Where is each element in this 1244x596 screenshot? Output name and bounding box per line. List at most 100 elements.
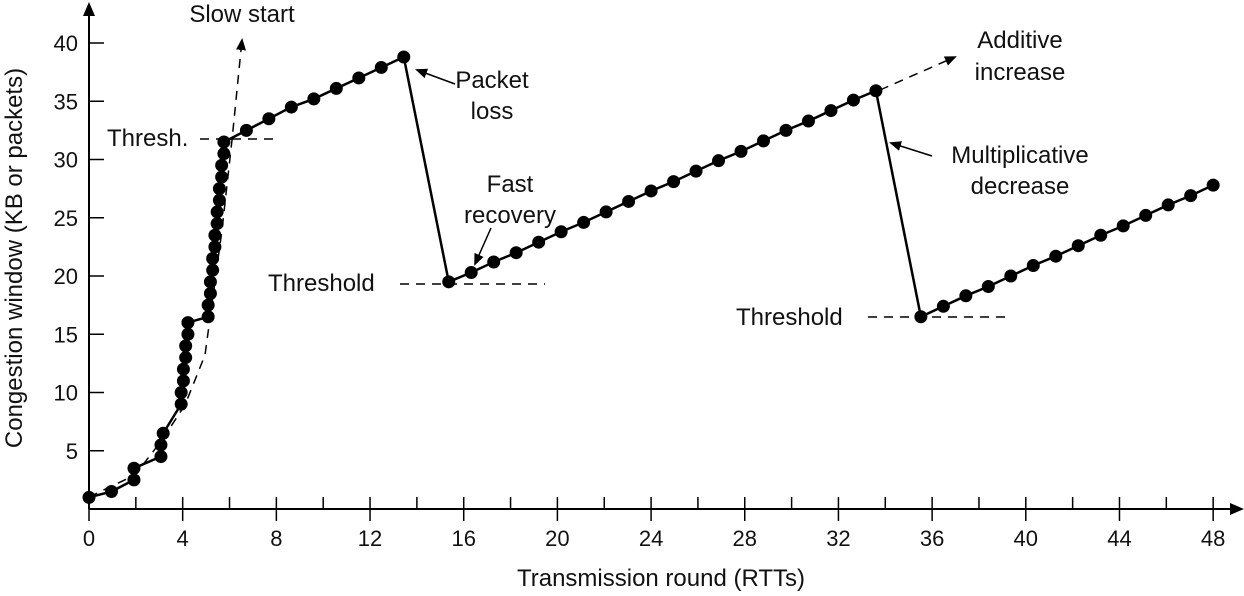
data-point: [203, 275, 217, 289]
data-point: [176, 362, 190, 376]
data-point: [217, 147, 231, 161]
x-axis-arrow-icon: [1230, 503, 1244, 515]
additive-increase-dashed-line: [879, 56, 957, 91]
x-tick-label: 20: [545, 526, 569, 551]
y-ticks: 5 10 15 20 25 30 35 40: [54, 31, 104, 464]
x-tick-label: 28: [733, 526, 757, 551]
x-tick-label: 8: [270, 526, 282, 551]
fast-recovery-label-line2: recovery: [464, 202, 556, 229]
data-point: [215, 170, 229, 184]
data-point: [644, 184, 658, 198]
data-point: [1071, 239, 1085, 253]
x-tick-label: 36: [920, 526, 944, 551]
y-axis-title: Congestion window (KB or packets): [1, 68, 28, 448]
threshold-1-label: Threshold: [268, 270, 375, 297]
x-tick-label: 32: [826, 526, 850, 551]
data-point: [1116, 219, 1130, 233]
y-tick-label: 5: [66, 439, 78, 464]
fast-recovery-label-line1: Fast: [487, 171, 534, 198]
data-point: [206, 252, 220, 266]
data-point: [82, 490, 96, 504]
data-point: [397, 50, 411, 64]
threshold-2-label: Threshold: [736, 304, 843, 331]
multiplicative-decrease-arrow: [889, 141, 933, 157]
data-point: [201, 298, 215, 312]
x-tick-label: 16: [451, 526, 475, 551]
data-point: [154, 438, 168, 452]
data-point: [1161, 198, 1175, 212]
data-point: [532, 235, 546, 249]
data-point: [734, 144, 748, 158]
series-markers: [82, 50, 1220, 504]
data-point: [936, 299, 950, 313]
y-tick-label: 20: [54, 264, 78, 289]
data-point: [212, 193, 226, 207]
multiplicative-decrease-label-line2: decrease: [971, 173, 1070, 200]
y-tick-label: 15: [54, 322, 78, 347]
y-tick-label: 30: [54, 148, 78, 173]
y-axis-arrow-icon: [83, 2, 95, 16]
packet-loss-arrow: [415, 68, 456, 85]
data-point: [487, 255, 501, 269]
data-point: [176, 374, 190, 388]
data-point: [181, 316, 195, 330]
x-tick-label: 48: [1201, 526, 1225, 551]
data-point: [174, 386, 188, 399]
thresh-label: Thresh.: [107, 125, 188, 152]
data-point: [1184, 189, 1198, 203]
data-point: [212, 182, 226, 196]
x-axis-title: Transmission round (RTTs): [517, 565, 805, 592]
data-point: [959, 289, 973, 303]
data-point: [210, 205, 224, 219]
data-point: [208, 240, 222, 254]
additive-increase-label-line2: increase: [975, 59, 1066, 86]
y-tick-label: 35: [54, 89, 78, 114]
y-tick-label: 10: [54, 381, 78, 406]
data-point: [846, 93, 860, 107]
data-point: [599, 205, 613, 219]
fast-recovery-arrow: [474, 227, 492, 266]
data-point: [509, 246, 523, 260]
data-point: [1026, 259, 1040, 273]
data-point: [174, 397, 188, 411]
data-point: [154, 450, 168, 464]
data-point: [1094, 228, 1108, 242]
data-point: [1139, 208, 1153, 222]
multiplicative-decrease-label-line1: Multiplicative: [951, 142, 1088, 169]
annotation-arrows: [415, 68, 933, 266]
slow-start-label: Slow start: [189, 1, 295, 28]
data-point: [914, 310, 928, 324]
y-tick-label: 25: [54, 206, 78, 231]
x-tick-label: 12: [358, 526, 382, 551]
data-point: [667, 175, 681, 189]
data-point: [206, 263, 220, 277]
data-point: [156, 426, 170, 440]
data-point: [981, 279, 995, 293]
data-point: [712, 154, 726, 168]
data-point: [210, 217, 224, 231]
data-point: [801, 114, 815, 128]
packet-loss-label-line2: loss: [471, 98, 514, 125]
data-point: [869, 84, 883, 98]
data-point: [284, 100, 298, 114]
data-point: [554, 225, 568, 239]
data-point: [181, 327, 195, 341]
x-tick-label: 0: [83, 526, 95, 551]
packet-loss-label-line1: Packet: [455, 67, 529, 94]
data-point: [262, 112, 276, 126]
series-line: [88, 55, 1214, 499]
data-point: [1004, 269, 1018, 283]
data-point: [577, 215, 591, 229]
data-point: [442, 275, 456, 289]
data-point: [201, 310, 215, 324]
data-point: [215, 158, 229, 172]
x-tick-label: 44: [1107, 526, 1131, 551]
data-point: [208, 228, 222, 242]
data-point: [307, 92, 321, 106]
data-point: [217, 135, 231, 149]
y-tick-label: 40: [54, 31, 78, 56]
additive-increase-label-line1: Additive: [977, 27, 1062, 54]
data-point: [179, 339, 193, 353]
data-point: [127, 461, 141, 475]
